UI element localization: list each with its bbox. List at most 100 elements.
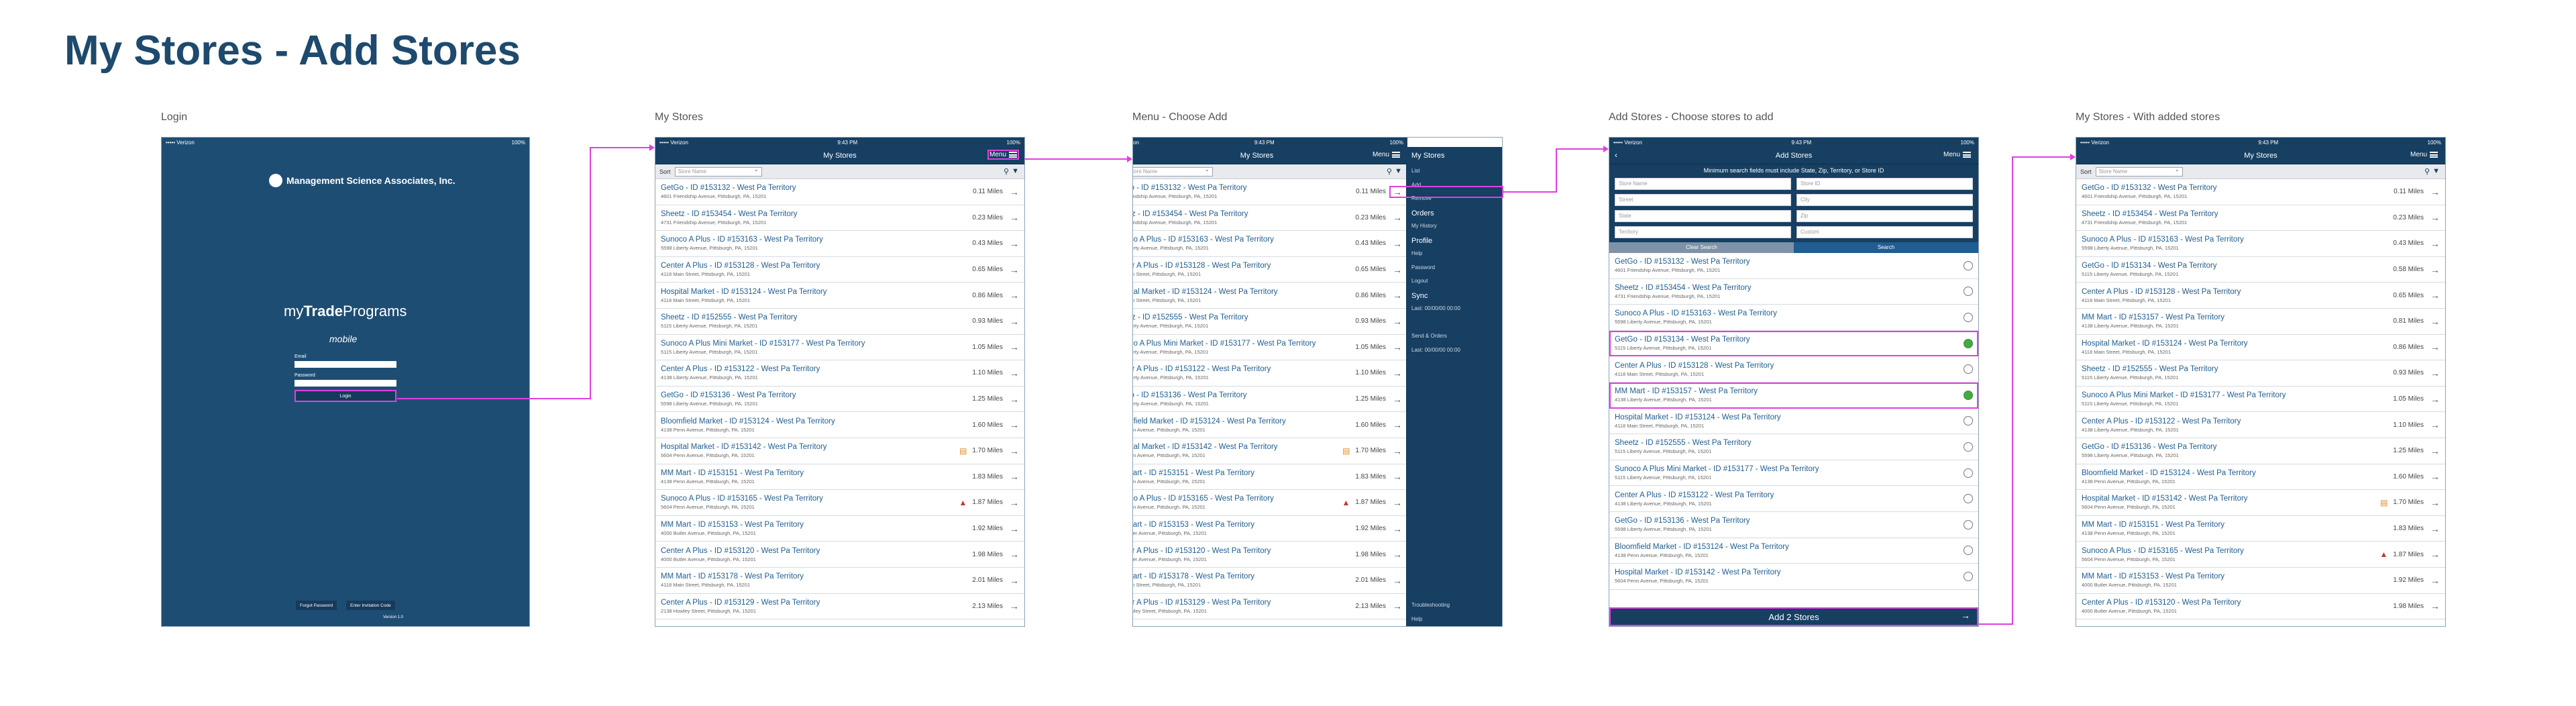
menu-item[interactable]: Orders [1411,209,1434,217]
email-field[interactable] [294,361,396,368]
menu-button[interactable]: Menu [987,150,1019,160]
menu-item[interactable]: Last: 00/00/00 00:00 [1411,305,1460,311]
custom-input[interactable]: Custom [1796,226,1973,238]
store-row[interactable]: Hospital Market - ID #153142 - West Pa T… [1609,564,1978,590]
store-row[interactable]: MM Mart - ID #153157 - West Pa Territory… [1609,382,1978,409]
store-row[interactable]: Sunoco A Plus - ID #153163 - West Pa Ter… [1609,305,1978,331]
store-row[interactable]: GetGo - ID #153134 - West Pa Territory 51… [1609,330,1978,357]
radio-empty-icon[interactable] [1964,364,1973,374]
street-input[interactable]: Street [1615,194,1791,206]
menu-item[interactable]: Help [1411,250,1423,256]
menu-item[interactable] [1406,316,1502,330]
sort-select[interactable]: Store Name [2095,166,2183,176]
menu-button[interactable]: Menu [1371,150,1402,160]
store-row[interactable]: Bloomfield Market - ID #153124 - West Pa… [1609,538,1978,564]
store-row[interactable]: GetGo - ID #153132 - West Pa Territory46… [1133,179,1407,205]
invitation-code-button[interactable]: Enter Invitation Code [346,601,395,610]
store-row[interactable]: Center A Plus - ID #153128 - West Pa Ter… [1609,356,1978,383]
store-row[interactable]: Sheetz - ID #153454 - West Pa Territory4… [1133,205,1407,232]
store-row[interactable]: Sunoco A Plus Mini Market - ID #153177 -… [1609,460,1978,487]
menu-button[interactable]: Menu [1941,150,1973,160]
back-arrow-icon[interactable]: ‹ [1615,150,1617,160]
search-icon[interactable]: ⚲ [1387,168,1393,176]
menu-item[interactable]: Add [1411,181,1421,188]
store-row[interactable]: Hospital Market - ID #153124 - West Pa T… [655,283,1024,309]
radio-empty-icon[interactable] [1964,442,1973,452]
menu-item[interactable]: Logout [1411,278,1428,284]
store-row[interactable]: MM Mart - ID #153151 - West Pa Territory… [1133,464,1407,491]
store-id-input[interactable]: Store ID [1796,178,1973,190]
store-row[interactable]: Center A Plus - ID #153128 - West Pa Ter… [655,257,1024,283]
store-row[interactable]: Hospital Market - ID #153142 - West Pa T… [2076,490,2445,516]
store-row[interactable]: Sunoco A Plus Mini Market - ID #153177 -… [2076,387,2445,413]
menu-item[interactable]: Sync [1411,291,1428,300]
store-row[interactable]: Hospital Market - ID #153124 - West Pa T… [1133,283,1407,309]
radio-empty-icon[interactable] [1964,571,1973,581]
store-row[interactable]: Sunoco A Plus - ID #153165 - West Pa Ter… [1133,490,1407,516]
radio-empty-icon[interactable] [1964,494,1973,504]
store-row[interactable]: Hospital Market - ID #153124 - West Pa T… [1609,409,1978,435]
store-row[interactable]: GetGo - ID #153134 - West Pa Territory 51… [2076,257,2445,283]
store-row[interactable]: Sunoco A Plus - ID #153163 - West Pa Ter… [1133,231,1407,257]
search-icon[interactable]: ⚲ [1004,168,1010,176]
store-row[interactable]: Center A Plus - ID #153122 - West Pa Ter… [655,360,1024,387]
menu-bottom-item[interactable]: Help [1411,615,1423,622]
radio-empty-icon[interactable] [1964,312,1973,322]
store-row[interactable]: MM Mart - ID #153178 - West Pa Territory… [655,568,1024,594]
radio-empty-icon[interactable] [1964,287,1973,297]
store-row[interactable]: Bloomfield Market - ID #153124 - West Pa… [655,412,1024,438]
store-row[interactable]: GetGo - ID #153136 - West Pa Territory55… [1133,387,1407,413]
radio-empty-icon[interactable] [1964,546,1973,556]
store-row[interactable]: MM Mart - ID #153151 - West Pa Territory… [655,464,1024,491]
forgot-password-button[interactable]: Forgot Password [296,601,337,610]
city-input[interactable]: City [1796,194,1973,206]
radio-empty-icon[interactable] [1964,416,1973,426]
store-row[interactable]: Center A Plus - ID #153120 - West Pa Ter… [1133,542,1407,568]
store-row[interactable]: Center A Plus - ID #153129 - West Pa Ter… [1133,594,1407,620]
store-row[interactable]: Bloomfield Market - ID #153124 - West Pa… [1133,412,1407,438]
login-button[interactable]: Login [294,390,396,402]
store-row[interactable]: Hospital Market - ID #153142 - West Pa T… [655,438,1024,464]
sort-select[interactable]: Store Name [674,166,762,176]
menu-item[interactable]: Send & Orders [1411,333,1447,339]
store-row[interactable]: MM Mart - ID #153153 - West Pa Territory… [2076,568,2445,594]
store-row[interactable]: Center A Plus - ID #153120 - West Pa Ter… [2076,594,2445,620]
password-field[interactable] [294,380,396,387]
store-row[interactable]: Sunoco A Plus Mini Market - ID #153177 -… [655,335,1024,361]
store-row[interactable]: MM Mart - ID #153153 - West Pa Territory… [1133,516,1407,542]
radio-empty-icon[interactable] [1964,468,1973,478]
menu-item[interactable]: Last: 00/00/00 00:00 [1411,346,1460,353]
sort-select[interactable]: Store Name [1133,166,1213,176]
radio-empty-icon[interactable] [1964,519,1973,530]
store-row[interactable]: Sunoco A Plus - ID #153163 - West Pa Ter… [655,231,1024,257]
store-row[interactable]: Sunoco A Plus - ID #153163 - West Pa Ter… [2076,231,2445,257]
territory-select[interactable]: Territory [1615,226,1791,238]
store-row[interactable]: MM Mart - ID #153153 - West Pa Territory… [655,516,1024,542]
radio-selected-icon[interactable] [1964,390,1973,400]
menu-item[interactable]: Profile [1411,236,1433,245]
filter-icon[interactable]: ▼ [1395,167,1402,175]
store-row[interactable]: MM Mart - ID #153151 - West Pa Territory… [2076,516,2445,542]
radio-selected-icon[interactable] [1964,338,1973,348]
filter-icon[interactable]: ▼ [1012,167,1019,175]
radio-empty-icon[interactable] [1964,260,1973,270]
store-row[interactable]: MM Mart - ID #153157 - West Pa Territory… [2076,309,2445,335]
store-row[interactable]: Center A Plus - ID #153128 - West Pa Ter… [1133,257,1407,283]
store-row[interactable]: Sunoco A Plus - ID #153165 - West Pa Ter… [655,490,1024,516]
store-name-input[interactable]: Store Name [1615,178,1791,190]
store-row[interactable]: Hospital Market - ID #153142 - West Pa T… [1133,438,1407,464]
zip-input[interactable]: Zip [1796,210,1973,222]
store-row[interactable]: Center A Plus - ID #153120 - West Pa Ter… [655,542,1024,568]
clear-search-button[interactable]: Clear Search [1609,242,1794,253]
menu-item[interactable]: My History [1411,223,1437,229]
filter-icon[interactable]: ▼ [2432,167,2440,175]
store-row[interactable]: Center A Plus - ID #153122 - West Pa Ter… [1609,486,1978,512]
